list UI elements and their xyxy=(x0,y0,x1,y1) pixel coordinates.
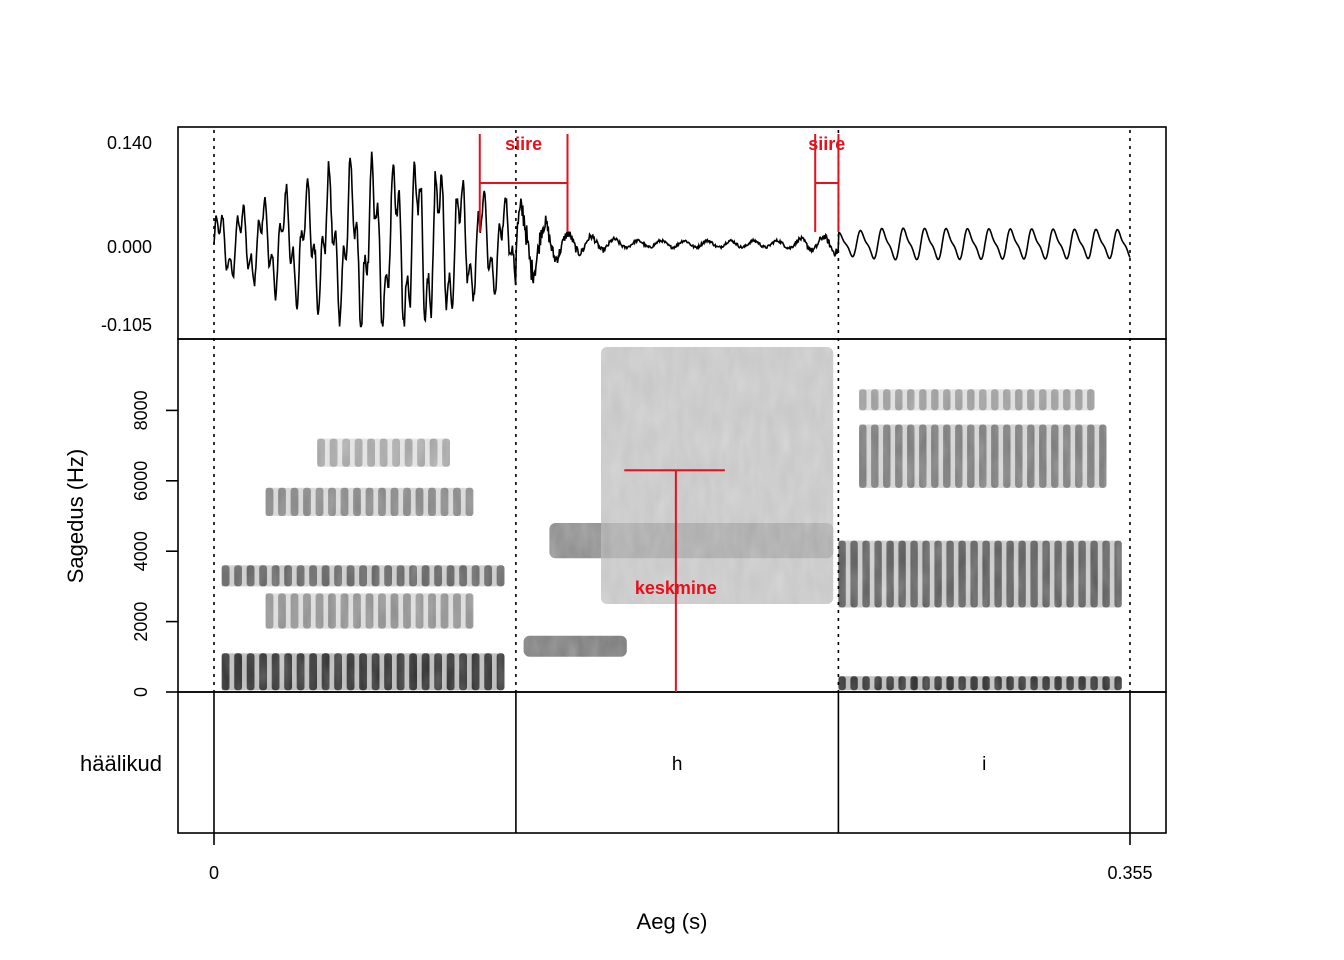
frequency-tick-label: 0 xyxy=(131,687,151,697)
waveform-tick-zero: 0.000 xyxy=(107,237,152,257)
time-tick-label: 0 xyxy=(209,863,219,883)
waveform-tick-top: 0.140 xyxy=(107,133,152,153)
frequency-tick-label: 4000 xyxy=(131,531,151,571)
center-frequency-marker: keskmine xyxy=(624,469,725,692)
time-axis-label: Aeg (s) xyxy=(637,909,708,934)
tier-boundary-lines xyxy=(213,692,1131,833)
tier-frame xyxy=(177,691,1167,834)
transition-bracket: siire xyxy=(478,134,569,232)
spectrogram-noise-texture xyxy=(216,340,1130,692)
time-axis: 0 0.355 xyxy=(209,833,1153,883)
frequency-axis-label: Sagedus (Hz) xyxy=(63,449,88,584)
waveform-line xyxy=(213,151,1131,328)
spectrogram-panel xyxy=(216,340,1130,692)
tier-label: häälikud xyxy=(80,751,162,776)
transition-label: siire xyxy=(505,134,542,154)
time-tick-label: 0.355 xyxy=(1107,863,1152,883)
tier-segment-label: i xyxy=(982,754,986,775)
waveform-tick-bottom: -0.105 xyxy=(101,315,152,335)
annotations: siire siire keskmine xyxy=(478,134,845,692)
tier-segment-label: h xyxy=(672,754,683,775)
frequency-tick-label: 6000 xyxy=(131,461,151,501)
frequency-tick-label: 8000 xyxy=(131,390,151,430)
frequency-axis: 0 2000 4000 6000 8000 xyxy=(131,390,178,697)
transition-bracket: siire xyxy=(808,134,845,232)
transition-label: siire xyxy=(808,134,845,154)
frequency-tick-label: 2000 xyxy=(131,602,151,642)
segment-boundary-lines xyxy=(213,130,1131,692)
center-frequency-label: keskmine xyxy=(635,578,717,598)
